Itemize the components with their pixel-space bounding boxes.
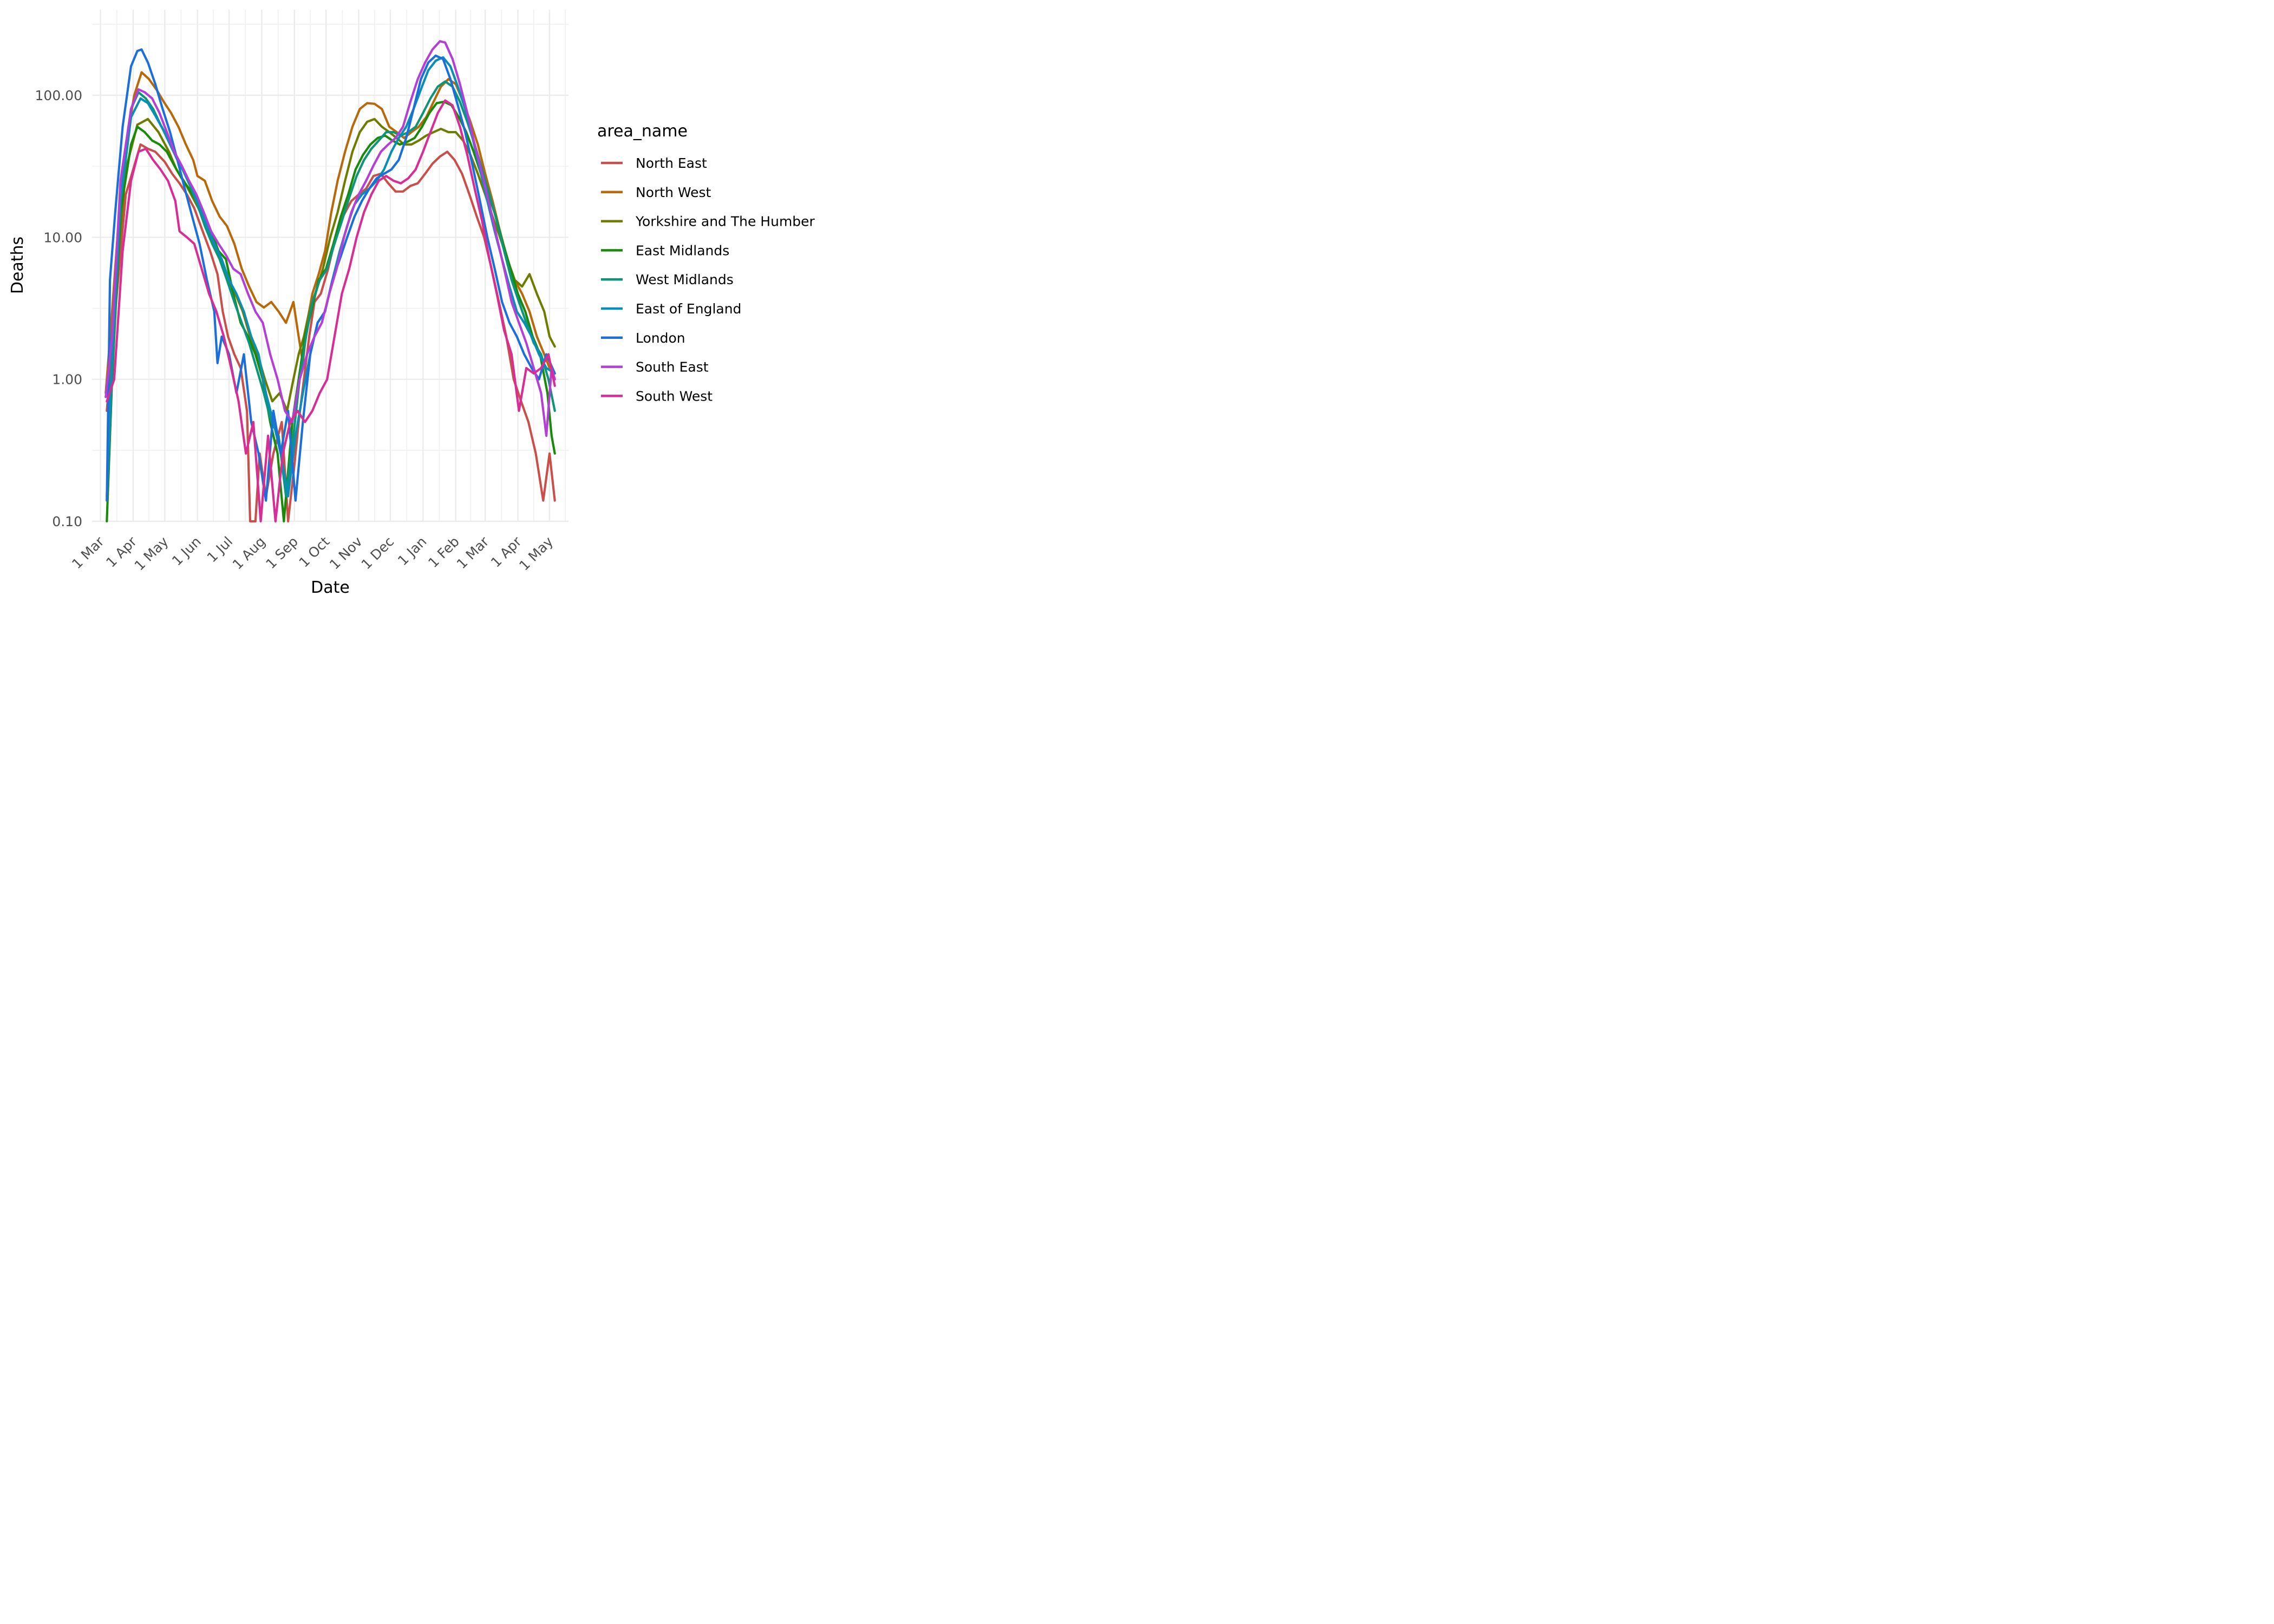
legend-item: East Midlands bbox=[601, 243, 729, 258]
legend-label: South West bbox=[636, 388, 713, 404]
legend-label: London bbox=[636, 330, 685, 346]
series-line-north-east bbox=[106, 143, 556, 523]
legend-label: North West bbox=[636, 185, 711, 200]
y-tick-label: 100.00 bbox=[35, 88, 82, 103]
x-axis-title: Date bbox=[311, 578, 350, 597]
legend-label: Yorkshire and The Humber bbox=[635, 214, 815, 230]
legend-label: North East bbox=[636, 155, 707, 171]
legend-label: East Midlands bbox=[636, 243, 729, 258]
series-line-north-west bbox=[104, 71, 556, 395]
y-tick-labels: 0.10 1.00 10.00 100.00 bbox=[35, 88, 82, 529]
legend-item: North West bbox=[601, 185, 711, 200]
legend-items: North East North West Yorkshire and The Hu… bbox=[601, 155, 815, 404]
legend-item: South West bbox=[601, 388, 713, 404]
legend: area_name North East North West Yorkshire … bbox=[597, 122, 815, 404]
y-tick-label: 0.10 bbox=[52, 514, 82, 529]
series-line-london bbox=[106, 48, 556, 502]
legend-title: area_name bbox=[597, 122, 688, 141]
legend-item: North East bbox=[601, 155, 707, 171]
legend-item: South East bbox=[601, 359, 709, 375]
y-axis-title: Deaths bbox=[8, 237, 27, 294]
legend-item: East of England bbox=[601, 301, 741, 317]
legend-label: East of England bbox=[636, 301, 741, 317]
series-lines bbox=[104, 40, 556, 523]
y-tick-label: 1.00 bbox=[52, 372, 82, 388]
series-line-south-west bbox=[106, 99, 556, 523]
legend-item: West Midlands bbox=[601, 272, 734, 287]
legend-label: South East bbox=[636, 359, 709, 375]
legend-item: London bbox=[601, 330, 685, 346]
series-line-south-east bbox=[104, 40, 556, 437]
y-tick-label: 10.00 bbox=[43, 230, 82, 245]
legend-item: Yorkshire and The Humber bbox=[601, 214, 815, 230]
legend-label: West Midlands bbox=[636, 272, 734, 287]
